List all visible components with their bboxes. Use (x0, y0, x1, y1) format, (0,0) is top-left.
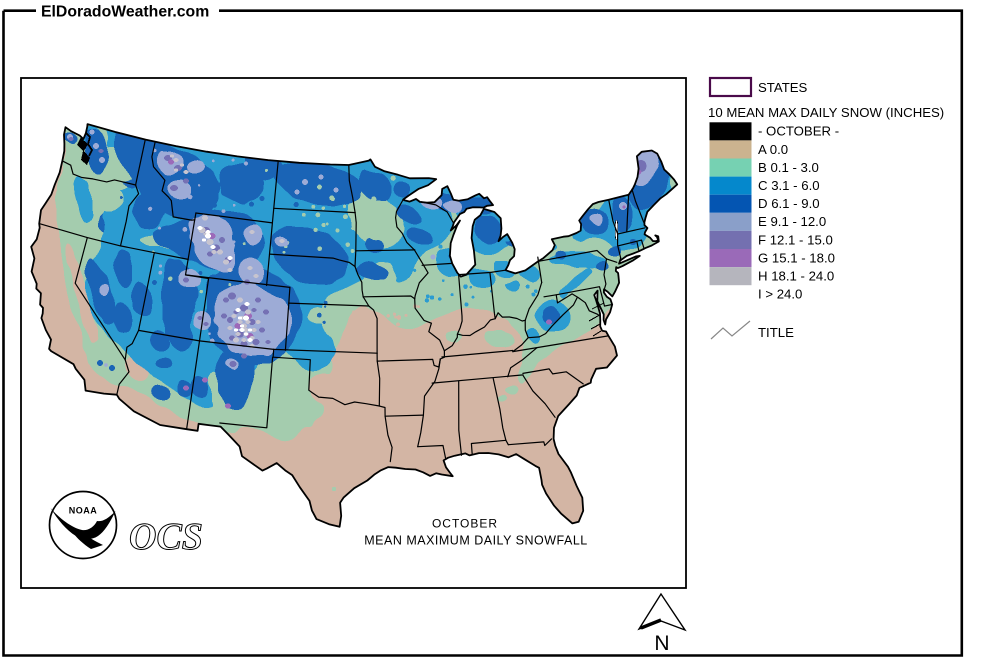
svg-text:N: N (654, 632, 669, 655)
svg-text:10 MEAN MAX DAILY SNOW (INCHES: 10 MEAN MAX DAILY SNOW (INCHES) (708, 105, 944, 120)
svg-text:B 0.1 - 3.0: B 0.1 - 3.0 (758, 160, 819, 175)
svg-text:OCTOBER: OCTOBER (432, 517, 498, 531)
svg-text:A 0.0: A 0.0 (758, 142, 788, 157)
svg-text:C 3.1 - 6.0: C 3.1 - 6.0 (758, 178, 820, 193)
svg-text:I > 24.0: I > 24.0 (758, 287, 802, 302)
svg-text:E 9.1 - 12.0: E 9.1 - 12.0 (758, 214, 826, 229)
svg-text:TITLE: TITLE (758, 325, 794, 340)
svg-text:D 6.1 - 9.0: D 6.1 - 9.0 (758, 196, 820, 211)
svg-text:STATES: STATES (758, 80, 808, 95)
svg-text:F 12.1 - 15.0: F 12.1 - 15.0 (758, 232, 833, 247)
svg-text:OCS: OCS (129, 516, 203, 558)
svg-text:NOAA: NOAA (69, 506, 98, 516)
svg-text:MEAN MAXIMUM DAILY SNOWFALL: MEAN MAXIMUM DAILY SNOWFALL (364, 534, 588, 548)
svg-text:ElDoradoWeather.com: ElDoradoWeather.com (41, 4, 209, 21)
svg-text:H 18.1 - 24.0: H 18.1 - 24.0 (758, 269, 834, 284)
svg-text:G 15.1 - 18.0: G 15.1 - 18.0 (758, 250, 835, 265)
svg-text:- OCTOBER -: - OCTOBER - (758, 124, 839, 139)
